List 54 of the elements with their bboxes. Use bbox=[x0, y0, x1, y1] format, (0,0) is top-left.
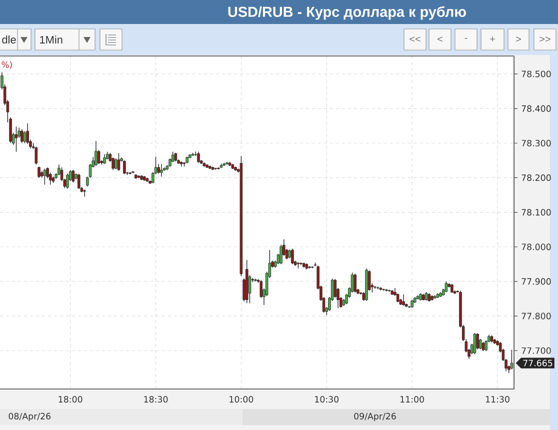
annotation: %) bbox=[2, 61, 12, 69]
text: 09/Apr/26 bbox=[354, 412, 396, 422]
y-tick-label: 78.100 bbox=[522, 209, 551, 216]
text: < bbox=[438, 36, 442, 42]
candlestick bbox=[112, 157, 114, 170]
candlestick bbox=[510, 350, 514, 370]
text: >> bbox=[540, 36, 550, 42]
candlestick bbox=[78, 173, 80, 190]
x-tick-label: 11:00 bbox=[400, 396, 424, 403]
x-tick-label: 18:00 bbox=[58, 396, 82, 403]
candlestick bbox=[97, 150, 100, 164]
candlestick bbox=[26, 123, 30, 144]
candlestick bbox=[14, 126, 18, 152]
y-tick-label: 77.800 bbox=[522, 312, 551, 320]
text: 1Min bbox=[40, 36, 62, 44]
candlestick bbox=[157, 164, 160, 174]
candlestick bbox=[20, 129, 24, 144]
y-tick-label: 78.300 bbox=[522, 140, 551, 146]
x-tick-label: 11:30 bbox=[486, 396, 510, 403]
text: << bbox=[410, 36, 420, 42]
candlestick bbox=[160, 164, 163, 177]
x-tick-label: 10:00 bbox=[230, 396, 254, 403]
y-tick-label: 77.700 bbox=[522, 347, 551, 354]
candlestick bbox=[72, 170, 75, 183]
candlestick bbox=[43, 168, 46, 185]
candlestick bbox=[197, 151, 200, 164]
candlestick bbox=[103, 154, 106, 164]
x-tick-label: 18:30 bbox=[144, 396, 168, 403]
candlestick bbox=[66, 173, 69, 190]
text: 77.665 bbox=[523, 360, 552, 366]
candlestick bbox=[354, 274, 356, 293]
x-tick-label: 10:30 bbox=[315, 396, 339, 403]
y-tick-label: 78.000 bbox=[522, 244, 551, 250]
candlestick bbox=[114, 158, 118, 170]
text: + bbox=[490, 36, 495, 42]
y-tick-label: 77.900 bbox=[522, 278, 551, 285]
text: - bbox=[464, 38, 468, 39]
text: 08/Apr/26 bbox=[8, 412, 51, 422]
candlestick bbox=[117, 152, 120, 172]
y-tick-label: 78.200 bbox=[522, 174, 551, 181]
candlestick bbox=[94, 140, 98, 166]
y-tick-label: 78.400 bbox=[522, 105, 551, 112]
candlestick bbox=[123, 160, 126, 175]
candlestick bbox=[291, 248, 294, 264]
candlestick bbox=[473, 332, 476, 354]
chart-title: USD/RUB - Курс доллара к рублю bbox=[228, 6, 466, 20]
y-tick-label: 78.500 bbox=[522, 70, 551, 78]
text: dle bbox=[2, 35, 16, 44]
candlestick bbox=[476, 333, 479, 350]
text: > bbox=[516, 36, 521, 42]
candlestick bbox=[23, 130, 26, 144]
candlestick bbox=[34, 146, 38, 165]
candlestick bbox=[254, 278, 257, 282]
candlestick bbox=[38, 166, 40, 178]
